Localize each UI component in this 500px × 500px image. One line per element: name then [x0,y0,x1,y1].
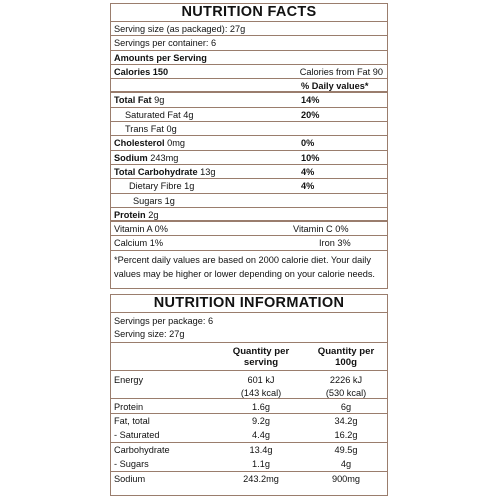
sodium-dv: 10% [301,152,320,163]
sugars-info-row: - Sugars 1.1g 4g [111,457,387,472]
servings-per-container: Servings per container: 6 [111,36,387,51]
trans-fat-row: Trans Fat 0g [111,122,387,137]
calories-row: Calories 150 Calories from Fat 90 [111,65,387,80]
energy-100g: 2226 kJ (530 kcal) [325,375,367,398]
cholesterol-row: Cholesterol 0mg 0% [111,136,387,151]
carbohydrate-info-row: Carbohydrate 13.4g 49.5g [114,445,358,455]
mineral-row: Calcium 1% Iron 3% [111,236,387,251]
sodium-row: Sodium 243mg 10% [111,151,387,165]
nutrition-information-panel: NUTRITION INFORMATION Servings per packa… [110,294,388,496]
serving-size: Serving size (as packaged): 27g [111,22,387,37]
footnote: *Percent daily values are based on 2000 … [114,254,375,279]
dietary-fibre-row: Dietary Fibre 1g 4% [111,179,387,194]
total-carbohydrate-row: Total Carbohydrate 13g 4% [111,165,387,180]
dietary-fibre-dv: 4% [301,181,315,192]
iron: Iron 3% [319,238,351,249]
amounts-per-serving: Amounts per Serving [111,51,387,65]
sodium-info-row: Sodium 243.2mg 900mg [114,474,361,484]
vitamin-row: Vitamin A 0% Vitamin C 0% [111,222,387,237]
nutrition-facts-panel: NUTRITION FACTS Serving size (as package… [110,3,388,289]
daily-values-header-row: % Daily values* [111,79,387,94]
total-fat-row: Total Fat 9g 14% [111,93,387,108]
saturated-fat-dv: 20% [301,109,320,120]
sugars-row: Sugars 1g [111,194,387,208]
col1-header: Quantity per serving [232,346,290,368]
vitamin-a: Vitamin A 0% [114,224,168,235]
info-title: NUTRITION INFORMATION [111,295,387,313]
protein-info-row: Protein 1.6g 6g [111,399,387,414]
facts-title: NUTRITION FACTS [111,4,387,22]
calories: Calories 150 [114,66,169,77]
saturated-info-row: - Saturated 4.4g 16.2g [111,428,387,443]
fat-info-row: Fat, total 9.2g 34.2g [114,416,358,426]
col2-header: Quantity per 100g [317,346,375,368]
energy-row: Energy 601 kJ (143 kcal) 2226 kJ (530 kcal… [111,371,387,399]
cholesterol-dv: 0% [301,138,315,149]
saturated-fat-row: Saturated Fat 4g 20% [111,108,387,123]
calcium: Calcium 1% [114,238,164,249]
info-header-row: Quantity per serving Quantity per 100g [111,343,387,371]
energy-serving: 601 kJ (143 kcal) [240,375,282,398]
total-carbohydrate-dv: 4% [301,166,315,177]
info-serving-size: Serving size: 27g [111,328,387,343]
daily-values-header: % Daily values* [301,81,369,92]
protein-row: Protein 2g [111,208,387,223]
vitamin-c: Vitamin C 0% [293,224,349,235]
total-fat-dv: 14% [301,95,320,106]
servings-per-package: Servings per package: 6 [114,316,214,326]
calories-from-fat: Calories from Fat 90 [299,66,383,77]
